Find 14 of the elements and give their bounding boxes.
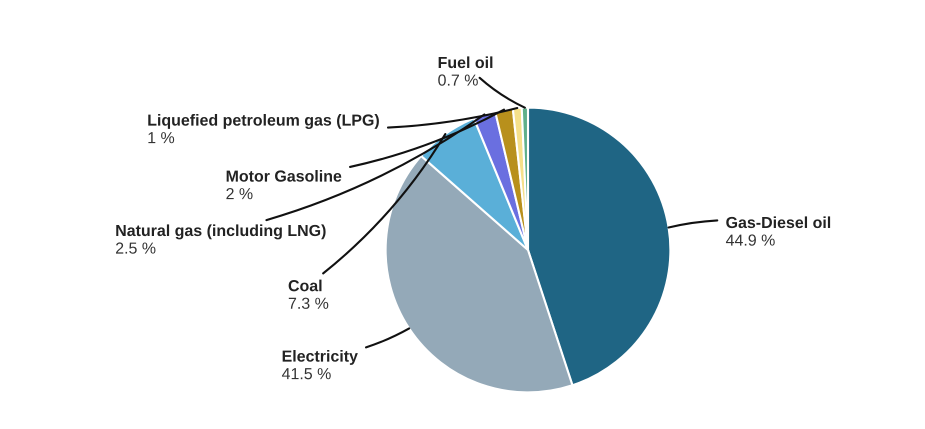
data-label: 2 % xyxy=(226,188,253,200)
data-label: 0.7 % xyxy=(438,74,478,86)
slice-label: Motor Gasoline xyxy=(226,170,342,182)
data-label: 2.5 % xyxy=(116,242,156,254)
data-label: 44.9 % xyxy=(726,234,775,246)
data-label: 1 % xyxy=(148,132,174,144)
data-label: 41.5 % xyxy=(282,368,331,380)
slice-label: Natural gas (including LNG) xyxy=(116,224,326,240)
data-label: 7.3 % xyxy=(288,298,328,309)
slice-label: Liquefied petroleum gas (LPG) xyxy=(148,114,379,129)
slice-label: Coal xyxy=(288,280,322,292)
slice-label: Gas-Diesel oil xyxy=(726,216,830,228)
slice-label: Electricity xyxy=(282,350,358,365)
slice-label: Fuel oil xyxy=(438,56,492,68)
